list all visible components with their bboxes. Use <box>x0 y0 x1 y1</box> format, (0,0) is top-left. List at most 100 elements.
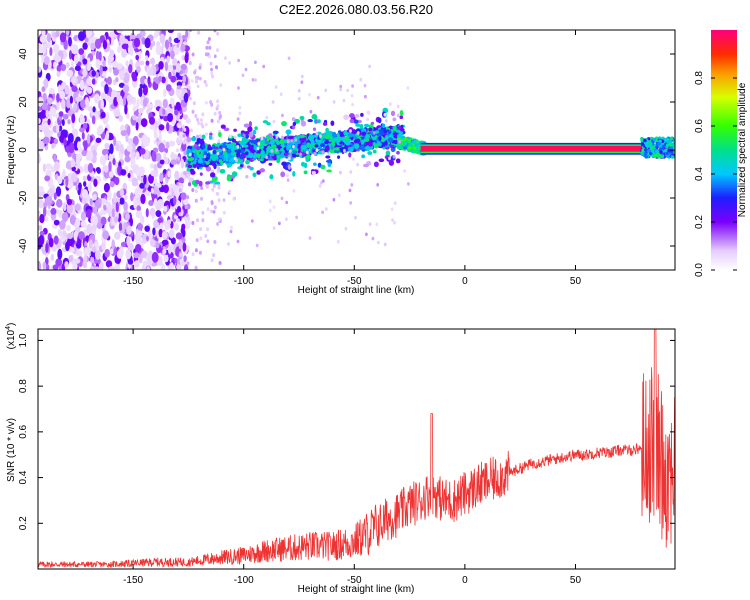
heatmap-cell <box>123 201 128 212</box>
heatmap-cell <box>322 122 328 126</box>
heatmap-cell <box>139 148 146 155</box>
heatmap-cell <box>217 185 221 190</box>
heatmap-cell <box>288 149 292 153</box>
heatmap-cell <box>114 216 119 223</box>
heatmap-cell <box>149 238 156 247</box>
heatmap-cell <box>73 230 79 242</box>
heatmap-cell <box>62 113 69 120</box>
heatmap-cell <box>66 198 73 206</box>
heatmap-cell <box>197 30 201 35</box>
heatmap-cell <box>38 234 44 246</box>
heatmap-cell <box>370 121 375 125</box>
heatmap-cell <box>50 207 57 215</box>
heatmap-cell <box>100 111 106 119</box>
heatmap-cell <box>212 210 216 214</box>
heatmap-cell <box>91 223 97 232</box>
heatmap-cell <box>151 151 157 162</box>
heatmap-cell <box>308 236 312 240</box>
heatmap-cell <box>239 155 244 160</box>
heatmap-cell <box>363 163 369 168</box>
heatmap-cell <box>180 192 187 200</box>
heatmap-cell <box>368 127 373 132</box>
heatmap-cell <box>216 151 220 156</box>
heatmap-cell <box>339 170 342 175</box>
heatmap-cell <box>194 189 198 194</box>
heatmap-cell <box>641 148 645 153</box>
heatmap-cell <box>68 49 73 60</box>
heatmap-cell <box>314 144 319 148</box>
heatmap-cell <box>195 179 200 185</box>
heatmap-cell <box>138 166 145 177</box>
heatmap-cell <box>327 161 332 168</box>
heatmap-cell <box>121 50 127 58</box>
heatmap-cell <box>71 85 78 93</box>
heatmap-cell <box>149 124 156 130</box>
heatmap-cell <box>350 183 354 187</box>
heatmap-cell <box>368 64 371 69</box>
heatmap-cell <box>280 153 285 159</box>
heatmap-cell <box>661 144 666 149</box>
heatmap-cell <box>340 136 346 141</box>
heatmap-cell <box>94 249 101 260</box>
heatmap-cell <box>142 139 150 147</box>
heatmap-cell <box>393 220 396 225</box>
heatmap-cell <box>276 154 281 161</box>
heatmap-cell <box>174 187 181 197</box>
heatmap-cell <box>38 66 42 73</box>
heatmap-cell <box>247 152 254 159</box>
heatmap-cell <box>142 98 148 107</box>
heatmap-cell <box>45 109 49 118</box>
heatmap-cell <box>113 192 117 204</box>
heatmap-cell <box>665 137 670 141</box>
heatmap-cell <box>117 165 121 173</box>
heatmap-cell <box>140 215 145 225</box>
heatmap-cell <box>368 222 372 226</box>
heatmap-cell <box>297 89 301 93</box>
heatmap-cell <box>332 100 336 104</box>
heatmap-cell <box>75 185 79 191</box>
heatmap-cell <box>286 139 290 144</box>
heatmap-cell <box>77 31 85 42</box>
heatmap-cell <box>272 130 279 135</box>
heatmap-cell <box>348 152 352 158</box>
heatmap-cell <box>189 96 192 101</box>
heatmap-cell <box>237 133 242 138</box>
heatmap-cell <box>165 141 170 149</box>
heatmap-cell <box>43 127 50 137</box>
colorbar-ticks: 0.0 0.2 0.4 0.6 0.8 <box>694 71 737 277</box>
heatmap-cell <box>201 218 205 223</box>
heatmap-cell <box>158 60 164 70</box>
heatmap-cell <box>72 262 78 270</box>
heatmap-cell <box>211 177 218 182</box>
heatmap-cell <box>43 78 49 89</box>
heatmap-cell <box>186 136 192 143</box>
heatmap-cell <box>252 130 257 135</box>
heatmap-cell <box>378 158 385 163</box>
heatmap-cell <box>102 39 108 50</box>
heatmap-cell <box>55 186 62 197</box>
heatmap-cell <box>279 139 284 145</box>
heatmap-cell <box>109 49 115 58</box>
heatmap-cell <box>209 61 213 66</box>
heatmap-cell <box>101 240 106 251</box>
heatmap-cell <box>303 170 308 175</box>
x-tick-label: -100 <box>234 276 254 287</box>
heatmap-cell <box>159 172 164 183</box>
heatmap-cell <box>192 161 197 165</box>
heatmap-cell <box>412 150 417 154</box>
heatmap-cell <box>111 239 115 251</box>
heatmap-cell <box>94 38 102 50</box>
heatmap-cell <box>187 157 194 162</box>
heatmap-cell <box>103 165 109 173</box>
heatmap-cell <box>204 83 208 87</box>
heatmap-cell <box>108 170 114 178</box>
heatmap-cell <box>344 136 350 141</box>
heatmap-cell <box>287 156 291 161</box>
heatmap-cell <box>331 131 337 138</box>
heatmap-cell <box>52 44 60 53</box>
heatmap-cell <box>85 155 91 161</box>
heatmap-cell <box>213 111 217 116</box>
heatmap-cell <box>140 193 146 205</box>
heatmap-cell <box>194 198 198 203</box>
heatmap-cell <box>360 139 365 146</box>
